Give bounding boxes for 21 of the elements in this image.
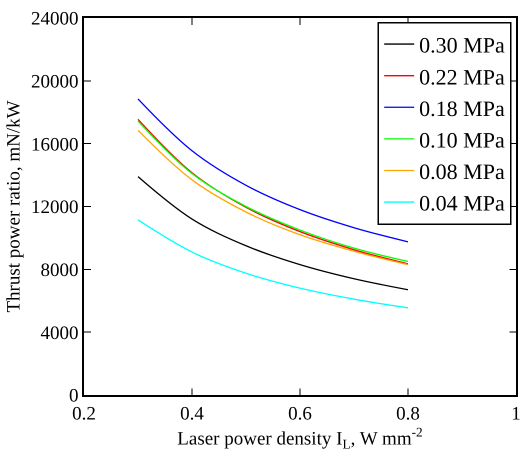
legend-label: 0.04 MPa — [419, 190, 505, 216]
x-tick-label: 0.6 — [288, 404, 312, 425]
y-tick-label: 20000 — [30, 71, 78, 92]
line-series — [137, 98, 409, 242]
y-axis-title: Thrust power ratio, mN/kW — [3, 100, 24, 313]
y-tick-label: 12000 — [30, 197, 78, 218]
x-axis-title: Laser power density I$_{L}$, W mm$^{-2}$ — [177, 424, 423, 452]
line-series — [137, 219, 409, 308]
y-tick-label: 8000 — [40, 260, 78, 281]
x-tick-label: 1 — [511, 404, 521, 425]
x-tick-label: 0.8 — [396, 404, 420, 425]
legend-label: 0.10 MPa — [419, 127, 505, 152]
line-series — [137, 176, 409, 290]
x-tick-label: 0.4 — [180, 404, 204, 425]
legend-label: 0.22 MPa — [419, 64, 505, 90]
y-tick-label: 16000 — [30, 134, 78, 156]
legend-label: 0.08 MPa — [419, 159, 505, 184]
legend-label: 0.18 MPa — [419, 96, 505, 121]
y-tick-label: 24000 — [30, 8, 78, 30]
y-tick-label: 4000 — [40, 322, 78, 344]
legend-label: 0.30 MPa — [419, 32, 505, 58]
